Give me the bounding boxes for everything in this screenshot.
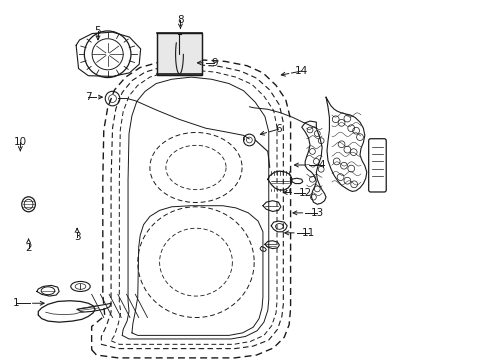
Text: 13: 13 bbox=[310, 208, 323, 218]
Text: 4: 4 bbox=[318, 160, 325, 170]
Text: 1: 1 bbox=[13, 298, 20, 308]
Text: 2: 2 bbox=[25, 243, 32, 253]
Text: 14: 14 bbox=[295, 66, 308, 76]
Text: 10: 10 bbox=[14, 138, 27, 148]
Text: 5: 5 bbox=[95, 26, 101, 36]
Text: 11: 11 bbox=[301, 228, 315, 238]
Text: 12: 12 bbox=[298, 188, 311, 198]
Text: 6: 6 bbox=[275, 124, 281, 134]
Text: 3: 3 bbox=[74, 232, 80, 242]
Text: 8: 8 bbox=[177, 15, 183, 25]
Text: 7: 7 bbox=[85, 92, 91, 102]
Bar bbox=[157, 33, 202, 75]
Bar bbox=[157, 33, 202, 75]
Text: 9: 9 bbox=[211, 58, 217, 68]
